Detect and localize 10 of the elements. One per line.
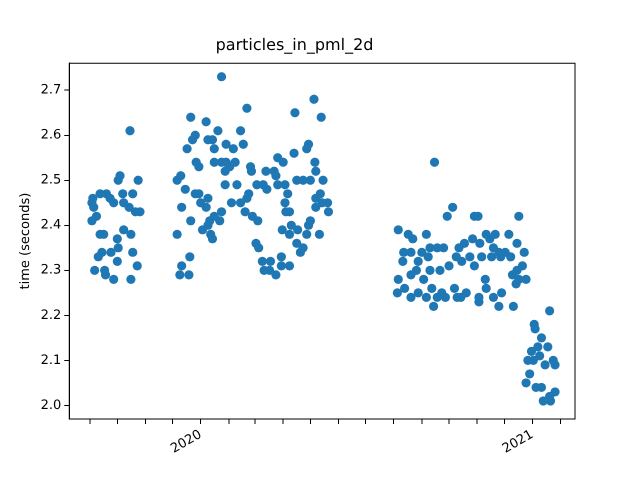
y-tick-label: 2.1	[40, 352, 62, 368]
y-axis-title: time (seconds)	[18, 192, 34, 290]
y-tick-label: 2.2	[40, 308, 62, 323]
y-tick-label: 2.0	[40, 398, 62, 413]
y-tick-label: 2.4	[40, 218, 62, 233]
y-tick-label: 2.3	[40, 262, 62, 278]
chart-title: particles_in_pml_2d	[216, 34, 374, 54]
y-tick-label: 2.6	[40, 128, 62, 143]
y-tick-label: 2.5	[40, 172, 62, 188]
y-tick-label: 2.7	[40, 82, 62, 98]
